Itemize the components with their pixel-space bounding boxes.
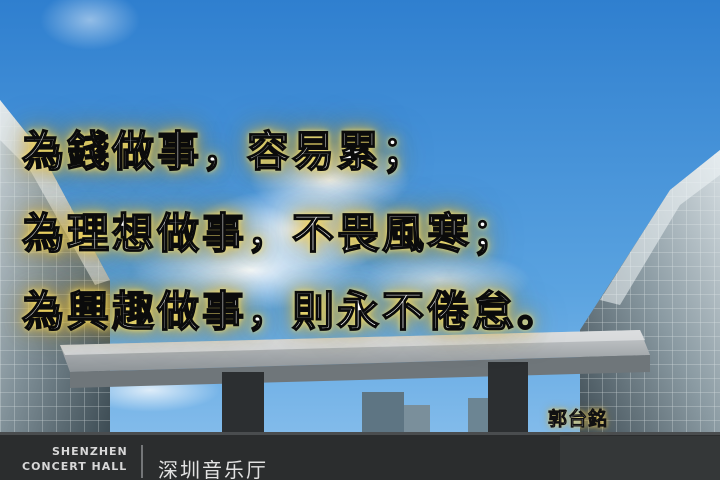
building-sign-english-line-2: CONCERT HALL [22,460,128,473]
quote-line-1: 為錢做事，容易累； [21,126,428,176]
base-wall [0,432,720,480]
pillars [222,362,528,444]
quote-author: 郭台銘 [548,408,609,431]
building-sign-english-line-1: SHENZHEN [52,445,128,458]
building-sign-chinese: 深圳音乐厅 [158,458,268,480]
quote-line-3: 為興趣做事，則永不倦怠。 [21,286,563,336]
quote-line-2: 為理想做事，不畏風寒； [21,208,518,258]
